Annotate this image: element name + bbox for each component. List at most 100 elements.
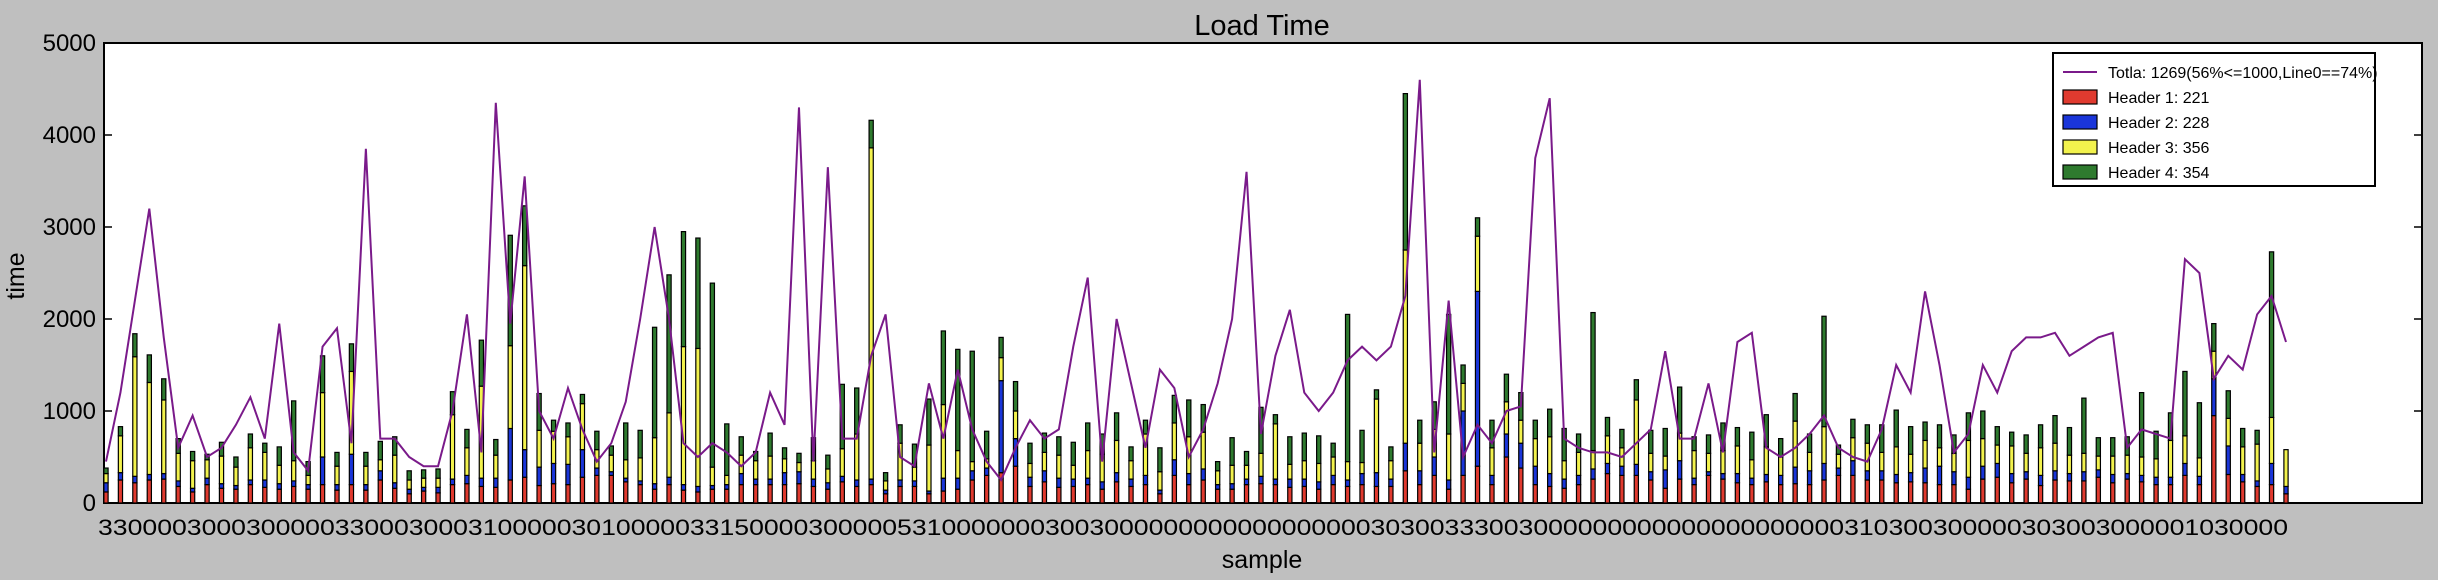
- bar-segment-header-2: [1142, 474, 1149, 486]
- bar-segment-header-3: [1907, 453, 1914, 474]
- bar-segment-header-1: [1907, 481, 1914, 504]
- bar-segment-header-3: [724, 474, 730, 486]
- bar-segment-header-4: [1243, 450, 1250, 466]
- bar-segment-header-3: [1085, 449, 1091, 479]
- bar-segment-header-2: [1547, 472, 1553, 488]
- bar-segment-header-3: [1792, 420, 1798, 468]
- bar-segment-header-1: [550, 483, 557, 504]
- bar-segment-header-2: [810, 478, 817, 488]
- bar-segment-header-3: [608, 454, 615, 473]
- bar-segment-header-2: [1792, 466, 1798, 485]
- bar-segment-header-2: [955, 477, 961, 490]
- bar-segment-header-3: [1200, 431, 1206, 470]
- bar-segment-header-3: [103, 472, 109, 484]
- bar-segment-header-4: [1850, 418, 1856, 439]
- bar-segment-header-3: [146, 381, 153, 476]
- bar-segment-header-1: [493, 486, 499, 504]
- bar-segment-header-1: [1301, 485, 1307, 504]
- legend-swatch-header-1: [2062, 89, 2098, 105]
- bar-segment-header-1: [1879, 479, 1885, 504]
- bar-segment-header-1: [1749, 484, 1755, 504]
- bar-segment-header-4: [2110, 437, 2116, 457]
- bar-segment-header-2: [1445, 479, 1452, 490]
- bar-segment-header-3: [1720, 449, 1726, 475]
- bar-segment-header-2: [651, 483, 658, 490]
- bar-segment-header-4: [262, 442, 268, 454]
- bar-segment-header-3: [1229, 464, 1235, 485]
- bar-segment-header-4: [1085, 422, 1091, 452]
- bar-segment-header-3: [233, 466, 239, 487]
- bar-segment-header-4: [247, 433, 254, 449]
- bar-segment-header-3: [2124, 454, 2130, 475]
- bar-segment-header-3: [810, 460, 817, 480]
- bar-segment-header-1: [1965, 488, 1972, 504]
- bar-segment-header-3: [1214, 470, 1221, 486]
- bar-segment-header-3: [868, 147, 874, 480]
- bar-segment-header-2: [1243, 478, 1250, 486]
- bar-segment-header-1: [651, 488, 658, 504]
- bar-segment-header-3: [290, 460, 297, 482]
- bar-segment-header-1: [507, 479, 513, 504]
- bar-segment-header-4: [233, 456, 239, 468]
- bar-segment-header-3: [1893, 446, 1899, 476]
- bar-segment-header-1: [1734, 482, 1741, 504]
- legend-items: Totla: 1269(56%<=1000,Line0==74%) Header …: [2062, 65, 2378, 182]
- bar-segment-header-4: [1474, 217, 1481, 237]
- bar-segment-header-1: [204, 484, 210, 504]
- bar-segment-header-4: [1489, 419, 1495, 449]
- bar-segment-header-1: [969, 479, 975, 504]
- bar-segment-header-1: [1821, 479, 1827, 504]
- bar-segment-header-1: [724, 488, 730, 504]
- bar-segment-header-4: [1590, 311, 1596, 452]
- bar-segment-header-2: [536, 466, 542, 487]
- bar-segment-header-1: [680, 489, 687, 504]
- bar-segment-header-3: [1763, 446, 1769, 476]
- bar-segment-header-1: [767, 484, 773, 504]
- bar-segment-header-1: [1922, 482, 1928, 504]
- bar-segment-header-2: [103, 482, 109, 493]
- bar-segment-header-2: [1604, 462, 1611, 475]
- bar-segment-header-2: [363, 484, 369, 491]
- bar-segment-header-3: [1691, 449, 1697, 479]
- bar-segment-header-2: [319, 456, 326, 486]
- bar-segment-header-1: [955, 488, 961, 504]
- bar-segment-header-2: [911, 480, 918, 488]
- bar-segment-header-2: [1344, 479, 1351, 488]
- bar-segment-header-1: [1243, 484, 1250, 504]
- bar-segment-header-2: [1359, 472, 1365, 486]
- bar-segment-header-4: [2081, 397, 2087, 454]
- bar-segment-header-2: [247, 479, 254, 486]
- bar-segment-header-2: [1590, 468, 1596, 480]
- bar-segment-header-3: [955, 449, 961, 479]
- bar-segment-header-2: [1734, 472, 1741, 484]
- bar-segment-header-4: [2008, 431, 2015, 447]
- bar-segment-header-2: [1864, 470, 1871, 481]
- bar-segment-header-2: [2008, 472, 2015, 484]
- bar-segment-header-4: [651, 326, 658, 439]
- bar-segment-header-1: [420, 490, 427, 504]
- bar-segment-header-2: [897, 479, 903, 488]
- bar-segment-header-4: [1316, 435, 1322, 465]
- bar-segment-header-4: [680, 231, 687, 348]
- bar-segment-header-2: [464, 474, 470, 485]
- bar-segment-header-4: [2066, 426, 2073, 456]
- bar-segment-header-2: [1575, 474, 1582, 486]
- bar-segment-header-4: [2153, 430, 2159, 460]
- bar-segment-header-3: [1749, 459, 1755, 479]
- bar-segment-header-4: [161, 378, 167, 401]
- bar-segment-header-4: [1547, 408, 1553, 438]
- x-axis-label: sample: [1222, 546, 1303, 574]
- bar-segment-header-4: [1113, 412, 1120, 442]
- bar-segment-header-2: [1027, 476, 1033, 488]
- bar-segment-header-3: [161, 399, 167, 475]
- bar-segment-header-4: [1734, 426, 1741, 447]
- bar-segment-header-2: [348, 453, 355, 486]
- bar-segment-header-4: [940, 330, 947, 406]
- bar-segment-header-4: [565, 422, 571, 438]
- bar-segment-header-1: [1128, 485, 1134, 504]
- bar-segment-header-1: [1229, 488, 1235, 504]
- bar-segment-header-1: [2110, 482, 2116, 504]
- bar-segment-header-1: [1619, 474, 1625, 504]
- bar-segment-header-1: [117, 479, 124, 504]
- bar-segment-header-1: [1171, 474, 1178, 504]
